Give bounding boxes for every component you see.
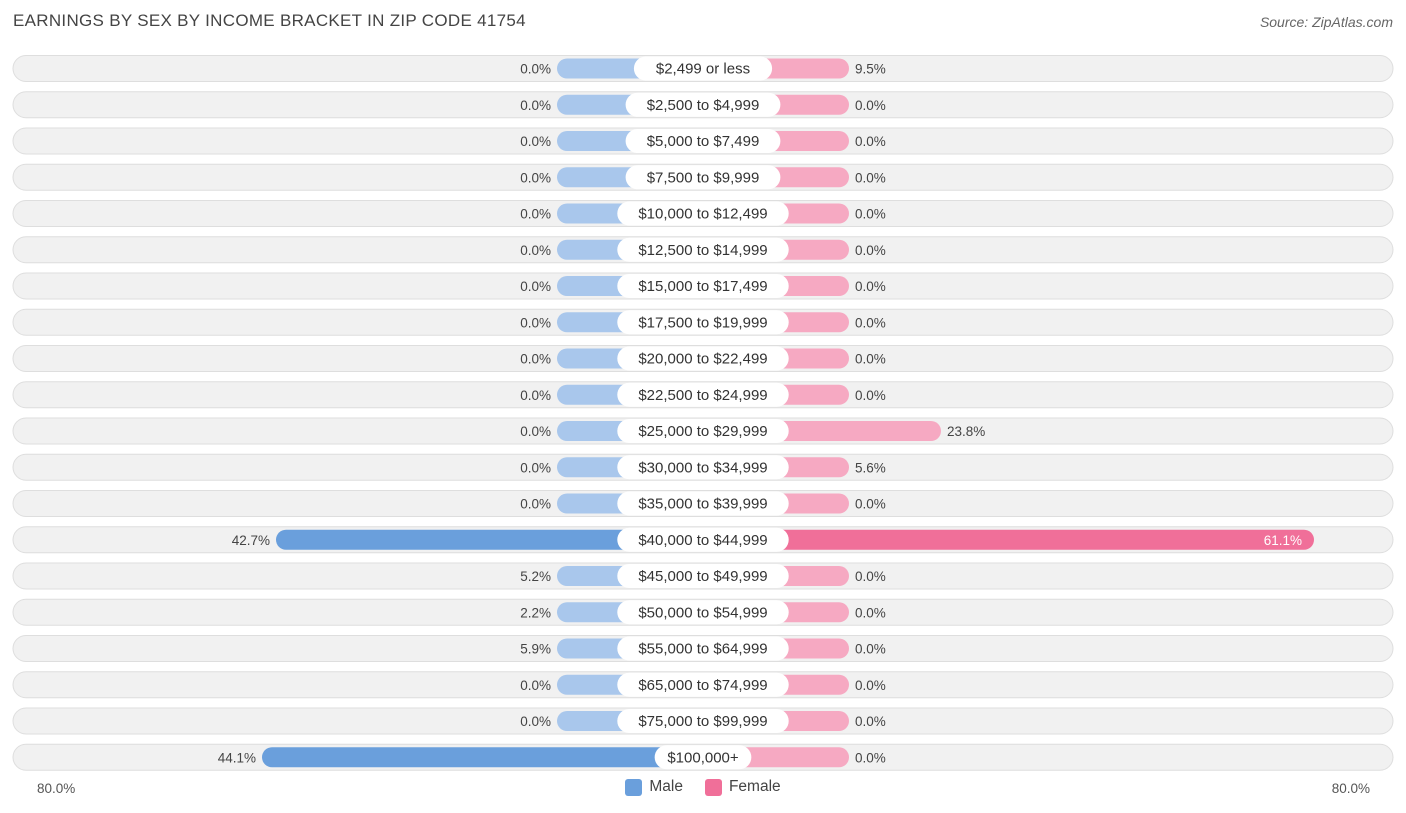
category-pill <box>654 745 752 770</box>
value-label-female: 0.0% <box>855 352 886 367</box>
value-label-female: 0.0% <box>855 388 886 403</box>
category-label: $20,000 to $22,499 <box>638 351 767 368</box>
value-label-male: 0.0% <box>520 497 551 512</box>
value-label-female: 0.0% <box>855 134 886 149</box>
category-label: $2,500 to $4,999 <box>647 97 760 114</box>
category-pill <box>617 600 789 625</box>
value-label-female: 61.1% <box>1264 533 1302 548</box>
category-pill <box>625 92 781 117</box>
value-label-female: 0.0% <box>855 497 886 512</box>
value-label-male: 0.0% <box>520 170 551 185</box>
category-label: $7,500 to $9,999 <box>647 169 760 186</box>
value-label-female: 0.0% <box>855 642 886 657</box>
category-pill <box>625 165 781 190</box>
legend-label-male: Male <box>649 778 683 795</box>
category-pill <box>625 129 781 153</box>
axis-label-left: 80.0% <box>37 781 76 796</box>
category-pill <box>617 564 789 588</box>
category-label: $10,000 to $12,499 <box>638 206 767 223</box>
bar-female <box>703 529 1314 550</box>
value-label-female: 5.6% <box>855 460 886 475</box>
category-label: $40,000 to $44,999 <box>638 532 767 549</box>
bar-male <box>262 747 703 768</box>
value-label-male: 0.0% <box>520 98 551 113</box>
value-label-female: 0.0% <box>855 750 886 765</box>
category-label: $100,000+ <box>667 749 739 766</box>
legend-item-male[interactable]: Male <box>625 778 683 796</box>
category-pill <box>617 382 789 407</box>
value-label-female: 23.8% <box>947 424 985 439</box>
category-label: $25,000 to $29,999 <box>638 423 767 440</box>
value-label-male: 0.0% <box>520 388 551 403</box>
category-label: $30,000 to $34,999 <box>638 459 767 476</box>
category-pill <box>617 274 789 298</box>
value-label-female: 0.0% <box>855 569 886 584</box>
category-label: $22,500 to $24,999 <box>638 387 767 404</box>
axis-label-right: 80.0% <box>1331 781 1370 796</box>
value-label-female: 0.0% <box>855 714 886 729</box>
bar-male <box>276 529 703 550</box>
category-pill <box>617 527 789 552</box>
category-label: $65,000 to $74,999 <box>638 677 767 694</box>
legend-item-female[interactable]: Female <box>704 778 781 796</box>
value-label-male: 0.0% <box>520 62 551 77</box>
value-label-male: 5.2% <box>520 569 551 584</box>
value-label-female: 0.0% <box>855 678 886 693</box>
value-label-male: 0.0% <box>520 315 551 330</box>
value-label-female: 0.0% <box>855 279 886 294</box>
value-label-male: 0.0% <box>520 207 551 222</box>
value-label-female: 0.0% <box>855 315 886 330</box>
value-label-male: 0.0% <box>520 714 551 729</box>
chart-source: Source: ZipAtlas.com <box>1259 14 1393 30</box>
category-label: $2,499 or less <box>656 61 750 78</box>
category-label: $5,000 to $7,499 <box>647 133 760 150</box>
chart-title: EARNINGS BY SEX BY INCOME BRACKET IN ZIP… <box>13 11 526 30</box>
category-pill <box>617 491 789 516</box>
value-label-male: 0.0% <box>520 279 551 294</box>
category-label: $15,000 to $17,499 <box>638 278 767 295</box>
value-label-male: 42.7% <box>232 533 270 548</box>
category-label: $75,000 to $99,999 <box>638 713 767 730</box>
category-pill <box>617 201 789 226</box>
value-label-female: 0.0% <box>855 170 886 185</box>
category-pill <box>617 237 789 262</box>
category-pill <box>617 419 789 443</box>
value-label-male: 0.0% <box>520 134 551 149</box>
category-pill <box>617 672 789 697</box>
category-label: $45,000 to $49,999 <box>638 568 767 585</box>
category-pill <box>617 636 789 661</box>
category-pill <box>633 56 773 81</box>
value-label-male: 0.0% <box>520 352 551 367</box>
value-label-male: 5.9% <box>520 642 551 657</box>
legend: Male Female <box>0 778 1406 796</box>
value-label-female: 0.0% <box>855 605 886 620</box>
legend-swatch-female <box>704 778 722 796</box>
value-label-male: 0.0% <box>520 424 551 439</box>
category-label: $35,000 to $39,999 <box>638 496 767 513</box>
value-label-male: 0.0% <box>520 460 551 475</box>
legend-swatch-male <box>625 778 643 796</box>
category-pill <box>617 709 789 733</box>
legend-label-female: Female <box>728 778 781 795</box>
category-pill <box>617 310 789 335</box>
value-label-male: 2.2% <box>520 605 551 620</box>
value-label-female: 0.0% <box>855 98 886 113</box>
category-label: $50,000 to $54,999 <box>638 604 767 621</box>
category-label: $17,500 to $19,999 <box>638 314 767 331</box>
value-label-female: 0.0% <box>855 243 886 258</box>
category-pill <box>617 455 789 480</box>
category-label: $12,500 to $14,999 <box>638 242 767 259</box>
value-label-male: 0.0% <box>520 678 551 693</box>
value-label-male: 44.1% <box>218 750 256 765</box>
value-label-female: 9.5% <box>855 62 886 77</box>
category-pill <box>617 346 789 371</box>
value-label-male: 0.0% <box>520 243 551 258</box>
category-label: $55,000 to $64,999 <box>638 641 767 658</box>
value-label-female: 0.0% <box>855 207 886 222</box>
